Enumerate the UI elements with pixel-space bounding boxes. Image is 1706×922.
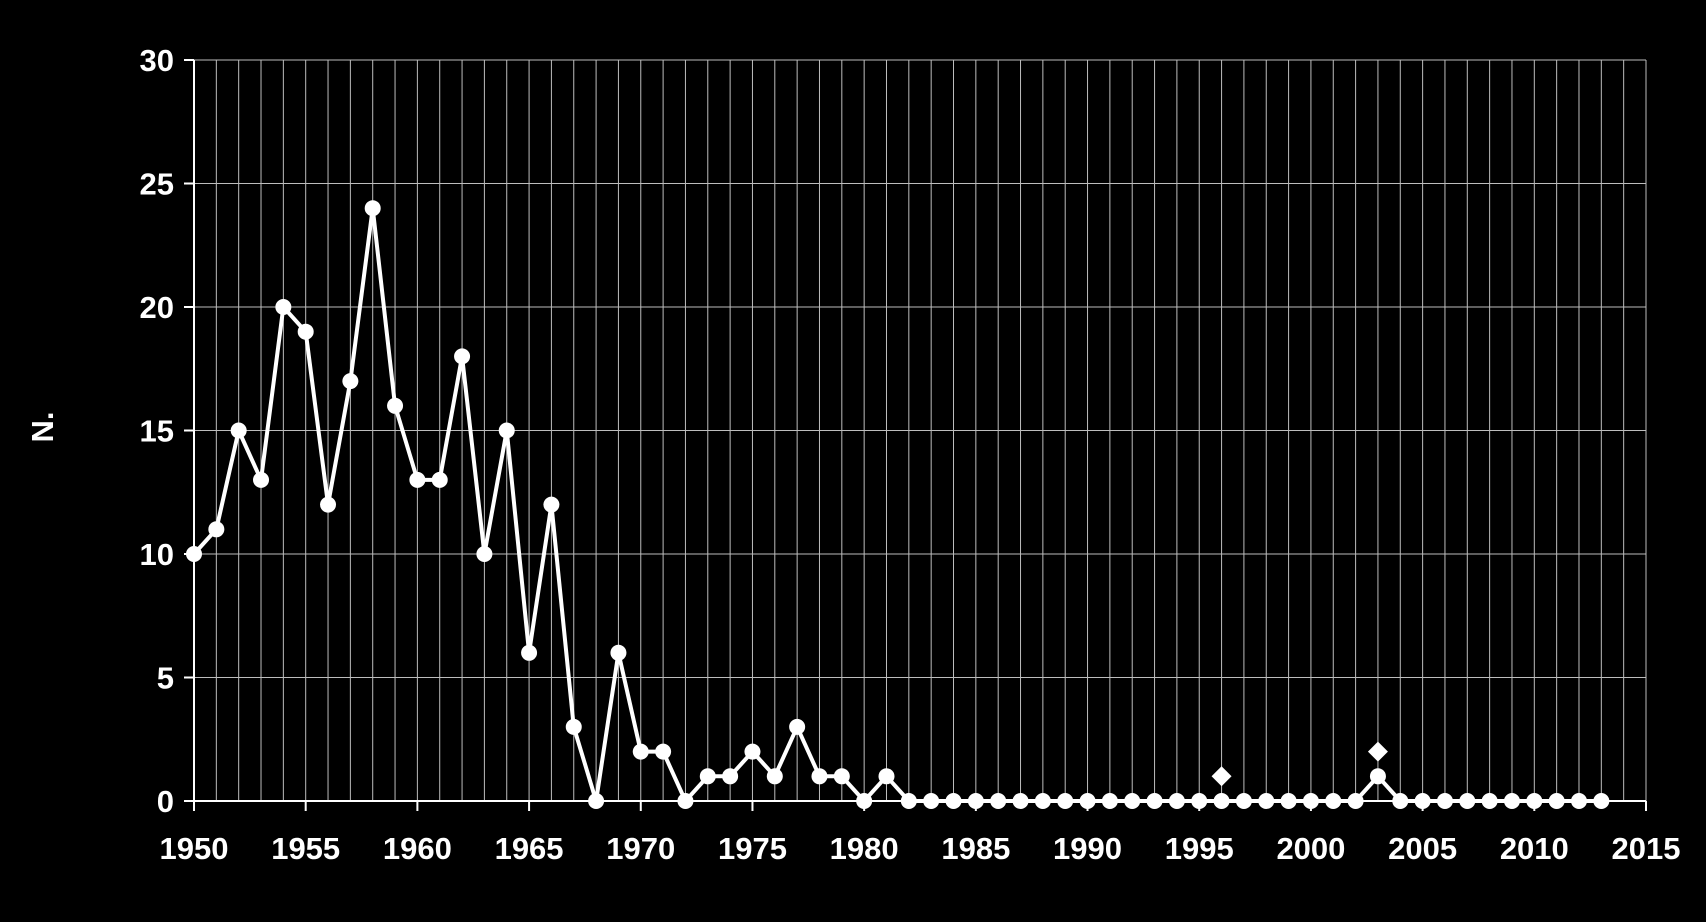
data-point-circle (208, 521, 225, 538)
x-tick-label: 2010 (1500, 831, 1569, 866)
data-point-circle (856, 793, 873, 809)
y-tick-label: 20 (140, 290, 174, 325)
data-point-circle (1280, 793, 1297, 809)
x-tick-label: 1980 (830, 831, 899, 866)
x-tick-label: 1950 (160, 831, 229, 866)
data-point-circle (632, 743, 649, 760)
y-tick-label: 25 (140, 167, 174, 202)
data-point-circle (1436, 793, 1453, 809)
data-point-circle (1191, 793, 1208, 809)
data-point-circle (230, 422, 247, 439)
data-point-circle (1079, 793, 1096, 809)
x-tick-label: 1965 (495, 831, 564, 866)
x-axis-tick-labels: 1950 1955 1960 1965 1970 1975 1980 1985 1990 1995… (160, 831, 1681, 866)
x-tick-label: 1975 (718, 831, 787, 866)
data-point-circle (766, 768, 783, 785)
y-tick-label: 0 (157, 784, 174, 819)
data-point-circle (1168, 793, 1185, 809)
data-point-circle (342, 373, 359, 390)
data-point-circle (610, 644, 627, 661)
series-line (192, 206, 1602, 803)
data-point-circle (1503, 793, 1520, 809)
data-point-circle (1124, 793, 1141, 809)
y-tick-label: 30 (140, 43, 174, 78)
data-point-circle (1459, 793, 1476, 809)
data-point-circle (722, 768, 739, 785)
data-point-diamond (1367, 741, 1388, 762)
data-point-circle (677, 793, 694, 809)
data-point-circle (923, 793, 940, 809)
data-point-circle (1101, 793, 1118, 809)
series-lines (192, 206, 1602, 803)
data-point-circle (1548, 793, 1565, 809)
data-point-circle (387, 397, 404, 414)
y-axis-title: N. (25, 412, 60, 443)
data-point-circle (1235, 793, 1252, 809)
data-point-circle (1481, 793, 1498, 809)
x-tick-label: 1970 (606, 831, 675, 866)
data-point-circle (186, 546, 202, 562)
x-tick-label: 2000 (1276, 831, 1345, 866)
data-point-circle (655, 743, 672, 760)
data-point-circle (1146, 793, 1163, 809)
grid-lines (193, 59, 1647, 802)
data-point-circle (1414, 793, 1431, 809)
data-point-circle (1325, 793, 1342, 809)
data-point-circle (431, 471, 448, 488)
data-point-circle (744, 743, 761, 760)
data-point-circle (454, 348, 471, 365)
y-tick-label: 15 (140, 414, 174, 449)
data-point-circle (1057, 793, 1074, 809)
data-point-circle (1526, 793, 1543, 809)
data-point-circle (1347, 793, 1364, 809)
data-point-circle (1593, 793, 1610, 809)
data-point-circle (699, 768, 716, 785)
y-axis-tick-labels: 0 5 10 15 20 25 30 (140, 43, 174, 819)
x-tick-label: 1955 (271, 831, 340, 866)
data-point-circle (789, 718, 806, 735)
data-point-circle (275, 299, 292, 315)
data-point-circle (588, 793, 605, 809)
data-point-circle (565, 718, 582, 735)
data-point-circle (1258, 793, 1275, 809)
data-point-circle (476, 546, 493, 562)
data-point-circle (364, 200, 381, 217)
y-tick-label: 5 (157, 661, 174, 696)
data-point-circle (1302, 793, 1319, 809)
data-point-diamond (1211, 766, 1232, 787)
data-point-circle (900, 793, 917, 809)
data-point-circle (543, 496, 560, 513)
x-tick-label: 2015 (1612, 831, 1681, 866)
data-point-circle (521, 644, 538, 661)
data-point-circle (967, 793, 984, 809)
data-point-circle (297, 323, 314, 340)
data-point-circle (990, 793, 1007, 809)
data-point-circle (833, 768, 850, 785)
data-point-circle (498, 422, 515, 439)
data-point-circle (253, 471, 270, 488)
data-point-circle (320, 496, 337, 513)
data-point-circle (878, 768, 895, 785)
data-point-circle (1213, 793, 1230, 809)
data-point-circle (409, 471, 426, 488)
data-point-circle (1570, 793, 1587, 809)
x-tick-label: 1960 (383, 831, 452, 866)
x-tick-label: 1995 (1165, 831, 1234, 866)
x-tick-label: 1990 (1053, 831, 1122, 866)
data-point-circle (1369, 768, 1386, 785)
y-tick-label: 10 (140, 537, 174, 572)
data-point-circle (1392, 793, 1409, 809)
data-point-circle (1012, 793, 1029, 809)
data-point-circle (1034, 793, 1051, 809)
x-tick-label: 2005 (1388, 831, 1457, 866)
data-markers (186, 200, 1610, 809)
data-point-circle (945, 793, 962, 809)
data-point-circle (811, 768, 828, 785)
x-tick-label: 1985 (941, 831, 1010, 866)
